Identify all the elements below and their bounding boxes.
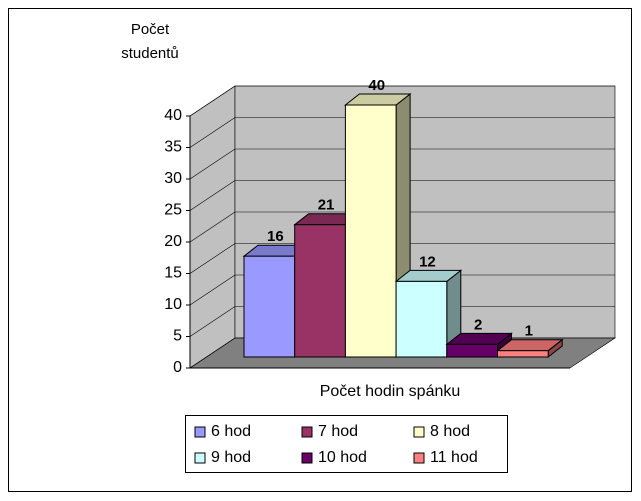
legend-label: 11 hod [430, 449, 478, 466]
legend-box [185, 415, 508, 473]
grid-line [189, 306, 236, 337]
legend-swatch [194, 452, 206, 464]
legend-label: 9 hod [211, 449, 251, 466]
data-label: 21 [318, 197, 335, 214]
legend-swatch [413, 452, 425, 464]
bar [294, 224, 346, 358]
y-tick-label: 10 [164, 296, 182, 313]
bar [446, 343, 498, 358]
legend-label: 7 hod [318, 423, 358, 440]
bar [497, 350, 549, 358]
legend-swatch [194, 426, 206, 438]
data-label: 12 [419, 253, 436, 270]
data-label: 2 [474, 316, 482, 333]
y-tick-label: 20 [164, 233, 182, 250]
data-label: 16 [267, 228, 284, 245]
grid-line [189, 180, 236, 211]
y-tick-label: 40 [164, 107, 182, 124]
grid-line [189, 243, 236, 274]
y-tick-label: 30 [164, 170, 182, 187]
bar [344, 104, 397, 358]
grid-line [189, 337, 236, 369]
y-tick-label: 35 [164, 139, 182, 156]
data-label: 40 [368, 77, 385, 94]
y-tick-label: 15 [164, 265, 182, 282]
x-axis-title: Počet hodin spánku [320, 383, 461, 400]
bar [395, 280, 448, 358]
y-tick-label: 0 [173, 359, 182, 376]
grid-line [189, 117, 236, 148]
legend-label: 6 hod [211, 423, 251, 440]
legend-label: 10 hod [318, 449, 367, 466]
grid-line [189, 274, 236, 306]
y-tick-label: 5 [173, 328, 182, 345]
grid-line [189, 148, 236, 180]
data-label: 1 [525, 323, 533, 340]
legend-swatch [301, 426, 313, 438]
legend-swatch [413, 426, 425, 438]
y-tick-label: 25 [164, 202, 182, 219]
bar [243, 255, 296, 358]
y-axis-title: Počet studentů [121, 21, 179, 62]
grid-line [189, 211, 236, 243]
grid-line [189, 85, 236, 117]
legend-label: 8 hod [430, 423, 470, 440]
legend-swatch [301, 452, 313, 464]
